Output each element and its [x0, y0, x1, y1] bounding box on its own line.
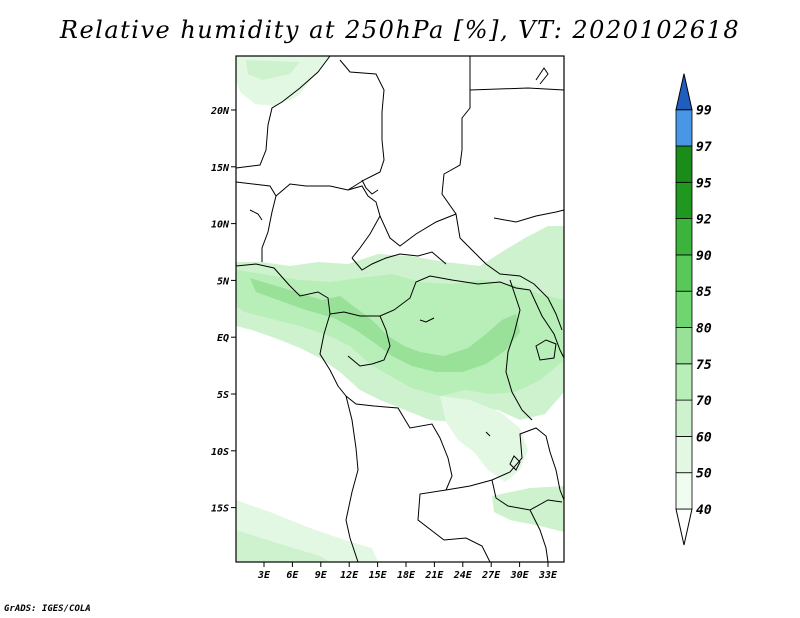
y-axis: 20N 15N 10N 5N EQ 5S 10S 15S	[210, 106, 236, 515]
colorbar-segment	[675, 218, 693, 256]
colorbar-upper-arrow	[675, 73, 693, 111]
x-tick-label: 21E	[424, 570, 444, 581]
colorbar-label: 50	[696, 467, 712, 482]
humidity-sw-inner	[236, 530, 330, 562]
y-tick-label: EQ	[217, 333, 229, 344]
colorbar-label: 60	[696, 430, 712, 445]
credit-text: GrADS: IGES/COLA	[4, 604, 91, 614]
colorbar-lower-arrow	[675, 508, 693, 546]
y-tick-label: 5N	[217, 276, 230, 287]
x-tick-label: 9E	[315, 570, 328, 581]
x-tick-label: 27E	[481, 570, 501, 581]
country-borders	[235, 55, 565, 563]
colorbar-segment	[675, 435, 693, 474]
colorbar-label: 85	[696, 285, 712, 300]
colorbar-label: 75	[696, 358, 712, 373]
x-tick-label: 24E	[453, 570, 473, 581]
colorbar-label: 70	[696, 394, 712, 409]
colorbar-segment	[675, 399, 693, 437]
colorbar-segment	[675, 145, 693, 183]
y-tick-label: 10N	[211, 220, 230, 231]
map-frame	[235, 55, 565, 563]
x-tick-label: 18E	[397, 570, 416, 581]
y-tick-label: 15N	[211, 163, 230, 174]
colorbar-label: 95	[696, 176, 712, 191]
humidity-shading	[236, 56, 564, 562]
colorbar-segment	[675, 109, 693, 147]
y-tick-label: 5S	[217, 390, 229, 401]
humidity-band-core2	[250, 278, 520, 372]
colorbar: 40 50 60 70 75 80 85 90 92 95 97 99	[675, 73, 712, 546]
x-tick-label: 33E	[538, 570, 558, 581]
x-tick-label: 3E	[257, 570, 271, 581]
colorbar-segment	[675, 327, 693, 365]
colorbar-label: 40	[696, 503, 712, 518]
colorbar-segment	[675, 363, 693, 401]
colorbar-segment	[675, 181, 693, 220]
colorbar-label: 80	[696, 322, 712, 337]
humidity-south	[440, 396, 528, 482]
colorbar-segment	[675, 290, 693, 328]
x-tick-label: 15E	[369, 570, 388, 581]
x-tick-label: 6E	[286, 570, 299, 581]
colorbar-segment	[675, 254, 693, 292]
x-tick-label: 12E	[340, 570, 359, 581]
colorbar-label: 97	[696, 140, 712, 155]
x-axis: 3E 6E 9E 12E 15E 18E 21E 24E 27E 30E 33E	[257, 562, 558, 581]
y-tick-label: 10S	[211, 447, 229, 458]
colorbar-label: 90	[696, 249, 712, 264]
y-tick-label: 15S	[211, 504, 229, 515]
y-tick-label: 20N	[210, 106, 230, 117]
colorbar-segment	[675, 472, 693, 510]
humidity-se	[492, 486, 564, 532]
humidity-patch-north-inner	[246, 60, 300, 80]
x-tick-label: 30E	[510, 570, 530, 581]
colorbar-label: 99	[696, 104, 712, 119]
colorbar-label: 92	[696, 213, 712, 228]
map-title: Relative humidity at 250hPa [%], VT: 202…	[59, 16, 741, 44]
